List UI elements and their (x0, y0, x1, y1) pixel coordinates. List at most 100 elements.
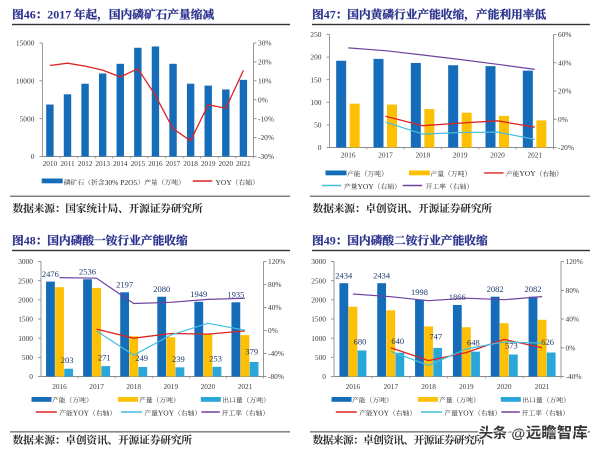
svg-text:120%: 120% (566, 257, 583, 266)
svg-text:2017: 2017 (89, 382, 104, 391)
svg-text:2476: 2476 (42, 269, 59, 279)
svg-text:@: @ (511, 426, 525, 442)
svg-text:2080: 2080 (153, 284, 170, 294)
svg-text:500: 500 (22, 353, 33, 362)
svg-text:271: 271 (98, 353, 111, 363)
svg-text:YOY: YOY (158, 409, 175, 418)
svg-text:3000: 3000 (18, 257, 33, 266)
svg-text:-40%: -40% (566, 372, 582, 381)
svg-text:30% P2O5: 30% P2O5 (105, 178, 138, 187)
svg-text:2012: 2012 (78, 159, 93, 168)
svg-text:2013: 2013 (95, 159, 110, 168)
svg-text:2019: 2019 (201, 159, 216, 168)
svg-text:2434: 2434 (335, 270, 353, 280)
svg-text:49: 49 (324, 234, 336, 248)
svg-text:0%: 0% (566, 343, 576, 352)
svg-text:2020: 2020 (490, 151, 505, 160)
svg-text:0: 0 (29, 372, 33, 381)
svg-text:40%: 40% (268, 303, 282, 312)
svg-text:-30%: -30% (258, 152, 274, 161)
svg-text:2500: 2500 (311, 276, 326, 285)
svg-text:648: 648 (467, 338, 480, 348)
svg-text:2020: 2020 (219, 159, 234, 168)
svg-text:15000: 15000 (16, 39, 35, 48)
svg-text:2016: 2016 (52, 382, 67, 391)
svg-text:2015: 2015 (131, 159, 146, 168)
svg-text:626: 626 (541, 337, 554, 347)
svg-text:-80%: -80% (268, 372, 284, 381)
svg-text:0: 0 (318, 143, 322, 152)
svg-text:3000: 3000 (311, 257, 326, 266)
svg-text:48: 48 (24, 234, 36, 248)
svg-text:253: 253 (209, 353, 222, 363)
svg-text:2016: 2016 (148, 159, 163, 168)
svg-text:249: 249 (135, 353, 148, 363)
svg-text:YOY: YOY (519, 169, 536, 178)
svg-text:YOY: YOY (216, 178, 233, 187)
svg-text:100: 100 (310, 98, 321, 107)
svg-text:2018: 2018 (183, 159, 198, 168)
svg-text:2018: 2018 (421, 382, 436, 391)
svg-text:30%: 30% (258, 39, 272, 48)
svg-text:47: 47 (324, 8, 336, 22)
svg-text:1998: 1998 (411, 287, 428, 297)
svg-text:640: 640 (391, 336, 404, 346)
svg-text:2016: 2016 (341, 151, 356, 160)
svg-text:0: 0 (31, 152, 35, 161)
svg-text:YOY: YOY (373, 409, 390, 418)
svg-text:-20%: -20% (558, 143, 574, 152)
svg-text:250: 250 (310, 30, 321, 39)
svg-text:2011: 2011 (60, 159, 75, 168)
svg-text:20%: 20% (558, 87, 572, 96)
svg-text:-40%: -40% (268, 349, 284, 358)
svg-text:2021: 2021 (238, 382, 253, 391)
svg-text:YOY: YOY (358, 182, 375, 191)
svg-text:2021: 2021 (236, 159, 251, 168)
svg-text:150: 150 (310, 75, 321, 84)
svg-text:2000: 2000 (311, 295, 326, 304)
svg-text:680: 680 (354, 336, 367, 346)
svg-text:@: @ (511, 426, 525, 442)
svg-text:YOY: YOY (458, 409, 475, 418)
svg-text:1000: 1000 (18, 334, 33, 343)
svg-text:1500: 1500 (311, 315, 326, 324)
svg-text:2021: 2021 (528, 151, 543, 160)
svg-text:239: 239 (172, 354, 185, 364)
svg-text:2019: 2019 (453, 151, 468, 160)
svg-text:0%: 0% (268, 326, 278, 335)
svg-text:40%: 40% (558, 58, 572, 67)
svg-text:5000: 5000 (20, 114, 35, 123)
svg-text:2020: 2020 (201, 382, 216, 391)
svg-text:2010: 2010 (43, 159, 58, 168)
svg-text:2014: 2014 (113, 159, 128, 168)
svg-text:0%: 0% (258, 95, 268, 104)
svg-text:10%: 10% (258, 76, 272, 85)
svg-text:2019: 2019 (164, 382, 179, 391)
svg-text:2000: 2000 (18, 295, 33, 304)
svg-text:203: 203 (61, 355, 74, 365)
svg-text:2536: 2536 (79, 267, 96, 277)
svg-text:2018: 2018 (416, 151, 431, 160)
svg-text:46: 46 (24, 8, 36, 22)
svg-text:2017: 2017 (384, 382, 399, 391)
svg-text:120%: 120% (268, 257, 285, 266)
svg-text:200: 200 (310, 53, 321, 62)
svg-text:2500: 2500 (18, 276, 33, 285)
svg-text:40%: 40% (566, 315, 580, 324)
svg-text:1000: 1000 (311, 334, 326, 343)
svg-text:2021: 2021 (535, 382, 550, 391)
svg-text:2082: 2082 (487, 284, 504, 294)
svg-text:379: 379 (245, 347, 258, 357)
svg-text:-20%: -20% (258, 133, 274, 142)
svg-text:10000: 10000 (16, 76, 35, 85)
svg-text:2016: 2016 (346, 382, 361, 391)
svg-text:50: 50 (314, 121, 322, 130)
svg-text:500: 500 (315, 353, 326, 362)
svg-text:1949: 1949 (190, 289, 207, 299)
svg-text:1935: 1935 (227, 290, 244, 300)
svg-text:1500: 1500 (18, 315, 33, 324)
svg-text:2020: 2020 (497, 382, 512, 391)
svg-text:80%: 80% (566, 286, 580, 295)
svg-text:2017: 2017 (166, 159, 181, 168)
svg-text:1866: 1866 (449, 292, 466, 302)
